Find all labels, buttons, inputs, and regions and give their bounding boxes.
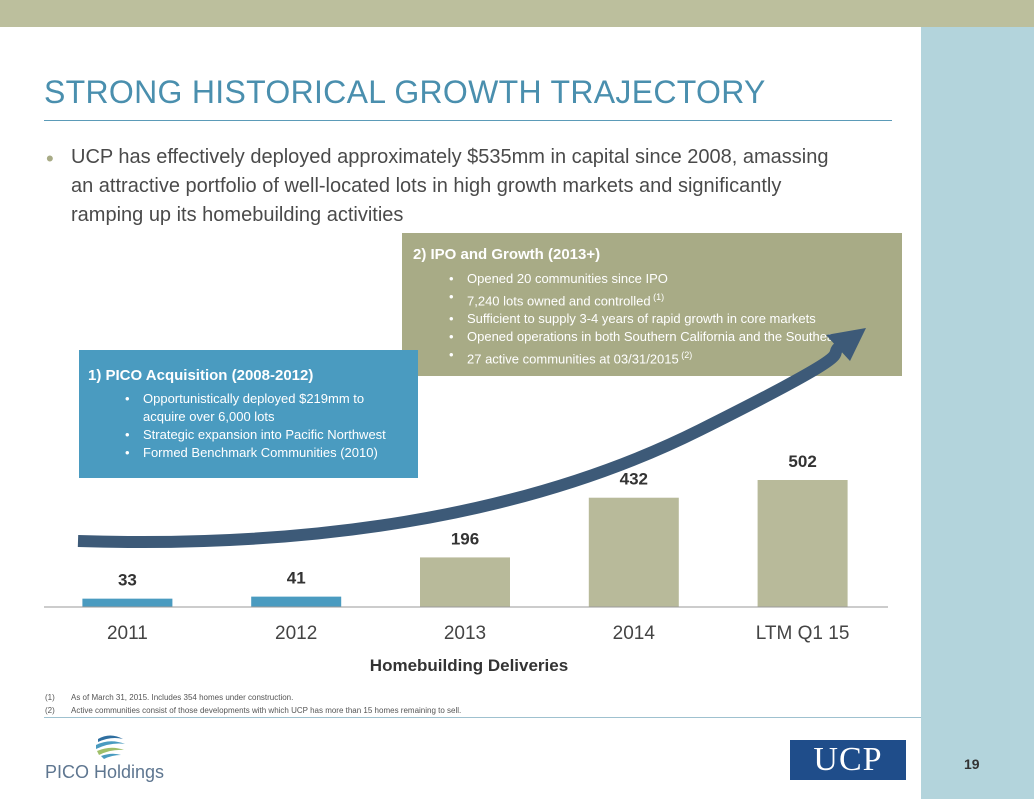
x-tick-label: 2014	[613, 623, 656, 644]
ipo-growth-item: 27 active communities at 03/31/2015 (2)	[449, 346, 899, 368]
footnotes: (1) As of March 31, 2015. Includes 354 ho…	[45, 691, 461, 717]
ipo-growth-list: Opened 20 communities since IPO7,240 lot…	[449, 270, 899, 369]
footnote-ref: (1)	[650, 292, 665, 302]
footnote: (1) As of March 31, 2015. Includes 354 ho…	[45, 693, 294, 702]
pico-holdings-logo-text: PICO Holdings	[45, 762, 165, 782]
chart-x-axis-label: Homebuilding Deliveries	[369, 656, 569, 675]
bar-value-label: 196	[451, 529, 479, 548]
footnote: (2) Active communities consist of those d…	[45, 706, 462, 715]
pico-acquisition-item: Strategic expansion into Pacific Northwe…	[125, 426, 410, 444]
x-tick-label: LTM Q1 15	[756, 623, 850, 644]
side-band	[921, 27, 1034, 799]
ucp-logo: UCP	[790, 740, 906, 780]
bar-value-label: 432	[620, 470, 648, 489]
pico-acquisition-list: Opportunistically deployed $219mm to acq…	[125, 390, 410, 462]
bar-2012	[251, 596, 342, 607]
bullet-marker: •	[46, 146, 54, 171]
ipo-growth-callout: 2) IPO and Growth (2013+) Opened 20 comm…	[402, 233, 902, 376]
ipo-growth-item: 7,240 lots owned and controlled (1)	[449, 288, 899, 310]
growth-arrow-head	[826, 328, 866, 361]
x-tick-label: 2012	[275, 623, 317, 644]
ipo-growth-item: Opened operations in both Southern Calif…	[449, 328, 899, 346]
bar-value-label: 33	[118, 571, 137, 590]
pico-acquisition-item: Formed Benchmark Communities (2010)	[125, 444, 410, 462]
bar-ltm-q1-15	[757, 480, 848, 607]
footer-divider	[44, 717, 921, 718]
top-band	[0, 0, 1034, 27]
x-tick-label: 2013	[444, 623, 486, 644]
ipo-growth-item: Sufficient to supply 3-4 years of rapid …	[449, 310, 899, 328]
slide-title: STRONG HISTORICAL GROWTH TRAJECTORY	[44, 74, 766, 110]
bar-2011	[82, 598, 173, 607]
bar-2014	[588, 497, 679, 607]
pico-acquisition-heading: 1) PICO Acquisition (2008-2012)	[88, 367, 314, 384]
ipo-growth-item: Opened 20 communities since IPO	[449, 270, 899, 288]
title-divider	[44, 120, 892, 121]
pico-acquisition-item: Opportunistically deployed $219mm to acq…	[125, 390, 410, 426]
pico-globe-logo	[96, 732, 125, 760]
footnote-ref: (2)	[678, 350, 693, 361]
growth-arrow-shaft	[77, 340, 846, 548]
bar-value-label: 41	[287, 569, 306, 588]
ipo-growth-heading: 2) IPO and Growth (2013+)	[413, 246, 601, 263]
summary-bullet: UCP has effectively deployed approximate…	[71, 146, 829, 226]
pico-acquisition-callout: 1) PICO Acquisition (2008-2012) Opportun…	[79, 350, 418, 478]
x-tick-label: 2011	[107, 623, 148, 644]
bar-value-label: 502	[788, 452, 816, 471]
page-number: 19	[964, 756, 980, 772]
bar-2013	[420, 557, 510, 607]
